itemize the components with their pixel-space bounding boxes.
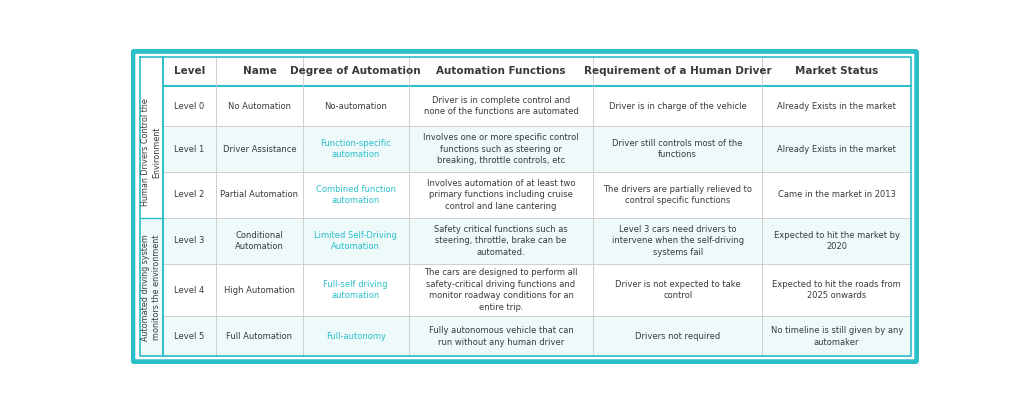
Text: Automated driving system
monitors the environment: Automated driving system monitors the en… [141,234,162,341]
Text: Driver is in charge of the vehicle: Driver is in charge of the vehicle [609,101,746,110]
Text: High Automation: High Automation [224,285,295,294]
Text: Driver is in complete control and
none of the functions are automated: Driver is in complete control and none o… [424,96,579,116]
Bar [163,218,911,264]
Text: No-automation: No-automation [325,101,387,110]
Text: Already Exists in the market: Already Exists in the market [777,101,896,110]
Text: Already Exists in the market: Already Exists in the market [777,144,896,153]
Text: The cars are designed to perform all
safety-critical driving functions and
monit: The cars are designed to perform all saf… [424,268,578,312]
Text: Automation Functions: Automation Functions [436,66,565,76]
Text: Partial Automation: Partial Automation [220,191,299,200]
Text: Involves one or more specific control
functions such as steering or
breaking, th: Involves one or more specific control fu… [423,133,579,165]
Bar [140,86,163,218]
Bar [163,316,911,356]
Text: Driver still controls most of the
functions: Driver still controls most of the functi… [612,139,743,159]
Text: Driver is not expected to take
control: Driver is not expected to take control [614,280,740,300]
Bar [163,57,911,86]
Bar [163,264,911,316]
Text: Combined function
automation: Combined function automation [315,185,395,205]
Text: Level 3: Level 3 [174,236,205,245]
Text: No Automation: No Automation [228,101,291,110]
Text: Drivers not required: Drivers not required [635,332,720,341]
Text: Full-self driving
automation: Full-self driving automation [324,280,388,300]
Text: Requirement of a Human Driver: Requirement of a Human Driver [584,66,771,76]
Bar [163,126,911,172]
Text: Limited Self-Driving
Automation: Limited Self-Driving Automation [314,231,397,251]
Text: Driver Assistance: Driver Assistance [222,144,296,153]
Bar [163,86,911,126]
Bar [140,218,163,356]
Text: Name: Name [243,66,276,76]
Text: Function-specific
automation: Function-specific automation [321,139,391,159]
Text: Level: Level [174,66,205,76]
Bar [163,172,911,218]
Text: Level 5: Level 5 [174,332,205,341]
Text: Full Automation: Full Automation [226,332,293,341]
Text: Involves automation of at least two
primary functions including cruise
control a: Involves automation of at least two prim… [427,179,575,211]
Text: Expected to hit the roads from
2025 onwards: Expected to hit the roads from 2025 onwa… [772,280,901,300]
Text: Fully autonomous vehicle that can
run without any human driver: Fully autonomous vehicle that can run wi… [429,326,573,346]
Text: Level 2: Level 2 [174,191,205,200]
Text: Degree of Automation: Degree of Automation [291,66,421,76]
Text: The drivers are partially relieved to
control specific functions: The drivers are partially relieved to co… [603,185,753,205]
Text: Came in the market in 2013: Came in the market in 2013 [778,191,896,200]
Text: Level 1: Level 1 [174,144,205,153]
Text: Level 3 cars need drivers to
intervene when the self-driving
systems fail: Level 3 cars need drivers to intervene w… [611,225,743,257]
Text: Market Status: Market Status [795,66,879,76]
FancyBboxPatch shape [133,52,916,362]
Text: Conditional
Automation: Conditional Automation [236,231,284,251]
Text: Expected to hit the market by
2020: Expected to hit the market by 2020 [774,231,900,251]
Text: Human Drivers Control the
Environment: Human Drivers Control the Environment [141,98,162,206]
Text: No timeline is still given by any
automaker: No timeline is still given by any automa… [770,326,903,346]
Text: Level 4: Level 4 [174,285,205,294]
Text: Level 0: Level 0 [174,101,205,110]
Text: Safety critical functions such as
steering, throttle, brake can be
automated.: Safety critical functions such as steeri… [434,225,568,257]
Text: Full-autonomy: Full-autonomy [326,332,386,341]
